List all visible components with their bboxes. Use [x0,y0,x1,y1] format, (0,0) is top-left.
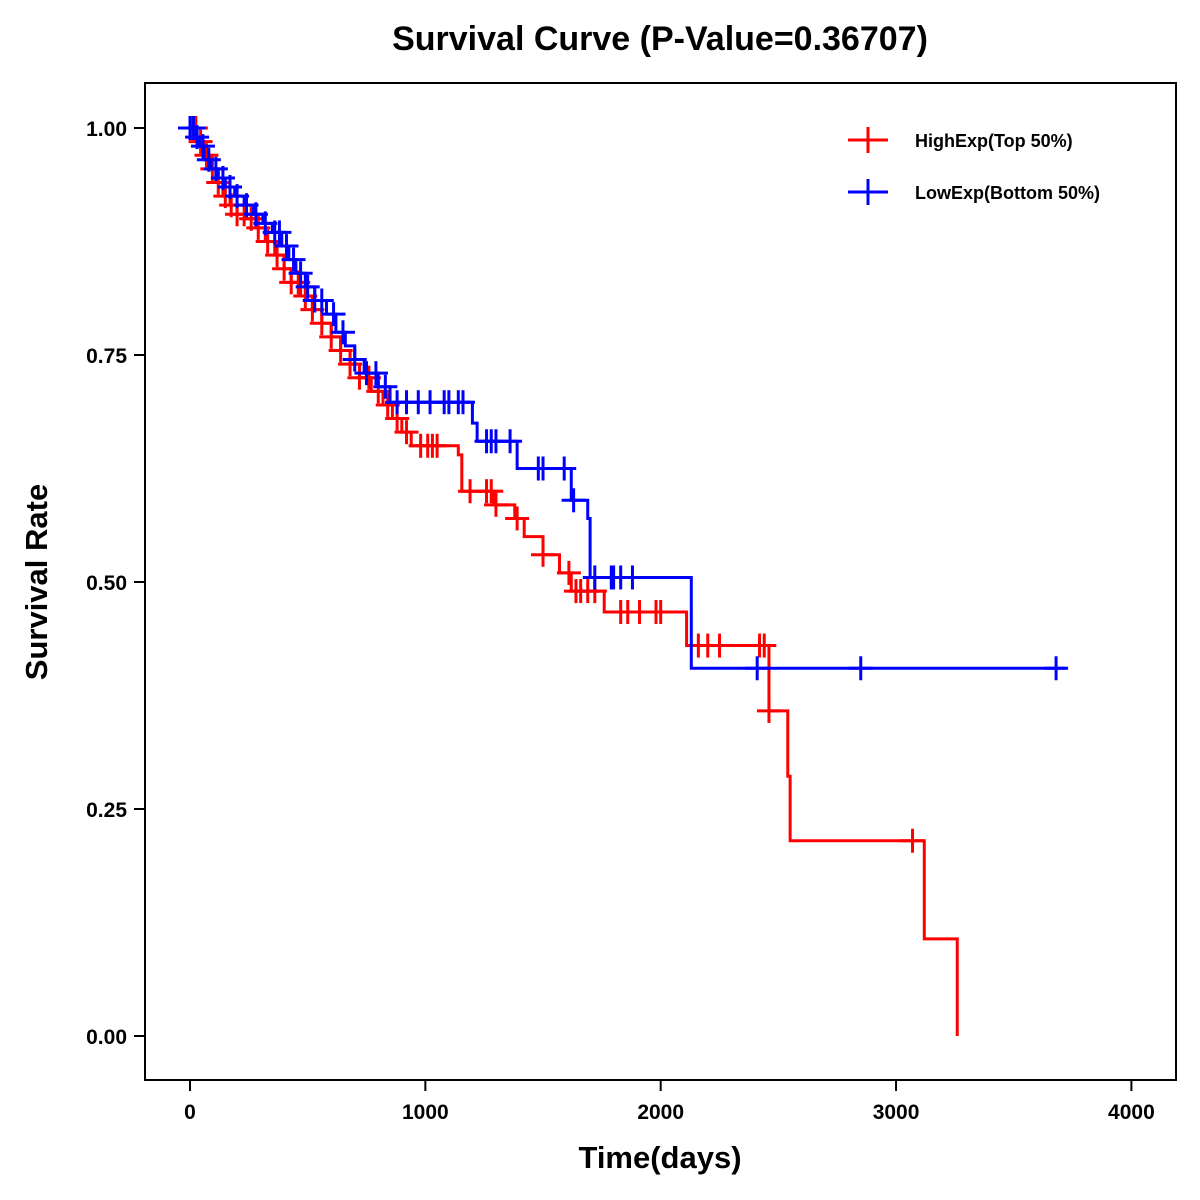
censor-mark [274,234,299,259]
censor-mark [756,698,781,723]
x-tick-label: 4000 [1108,1101,1155,1124]
censor-mark [498,429,523,454]
censor-mark [319,324,344,349]
censor-mark [745,656,770,681]
censor-mark [900,828,925,853]
censor-mark [531,542,556,567]
x-tick-label: 1000 [402,1101,449,1124]
censor-mark [479,479,504,504]
x-tick-label: 0 [184,1101,196,1124]
y-tick-label: 0.25 [86,799,127,822]
censor-mark [707,633,732,658]
censor-mark [309,288,334,313]
y-tick-label: 0.50 [86,572,127,595]
chart-title: Survival Curve (P-Value=0.36707) [392,20,928,58]
censor-mark [425,433,450,458]
series-high-exp [180,116,959,1036]
censor-mark [338,352,363,377]
y-axis-title: Survival Rate [19,484,54,680]
y-tick-label: 0.00 [86,1026,127,1049]
censor-mark [552,456,577,481]
censor-mark [752,633,777,658]
censor-mark [288,261,313,286]
x-tick-label: 3000 [873,1101,920,1124]
censor-mark [620,565,645,590]
censor-mark [330,320,355,345]
censor-mark [342,347,367,372]
y-tick-label: 0.75 [86,345,127,368]
censor-mark [190,134,215,159]
censor-mark [394,420,419,445]
censor-mark [848,656,873,681]
censor-mark [561,488,586,513]
censor-mark [451,390,476,415]
legend-label: LowExp(Bottom 50%) [915,183,1100,203]
censor-mark [1044,656,1069,681]
censor-mark [505,506,530,531]
censor-mark [328,338,353,363]
x-axis: 0 1000 2000 3000 4000 [184,1080,1155,1124]
legend-item-low-exp: LowExp(Bottom 50%) [848,179,1100,205]
legend-label: HighExp(Top 50%) [915,131,1073,151]
x-axis-title: Time(days) [578,1140,741,1175]
x-tick-label: 2000 [637,1101,684,1124]
censor-mark [363,361,388,386]
censor-mark [556,560,581,585]
y-tick-label: 1.00 [86,118,127,141]
legend-item-high-exp: HighExp(Top 50%) [848,127,1073,153]
censor-mark [531,456,556,481]
censor-mark [281,247,306,272]
censor-mark [483,492,508,517]
censor-mark [321,302,346,327]
legend: HighExp(Top 50%) LowExp(Bottom 50%) [848,127,1100,205]
y-axis: 0.00 0.25 0.50 0.75 1.00 [86,118,145,1049]
series-layer [178,116,1069,1036]
censor-mark [373,374,398,399]
censor-mark [295,274,320,299]
censor-mark [267,220,292,245]
series-low-exp [178,116,1069,681]
censor-mark [648,599,673,624]
